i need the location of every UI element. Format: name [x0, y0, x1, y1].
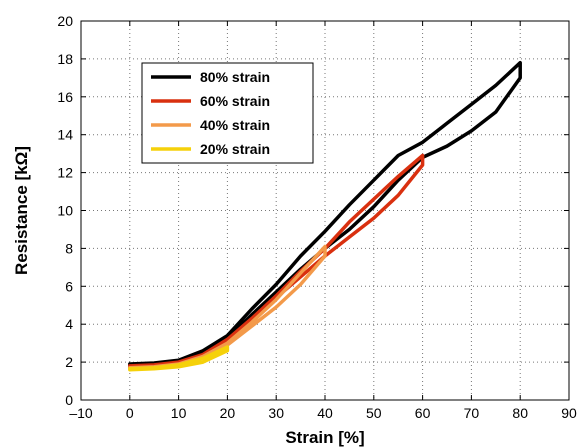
y-tick-label: 12	[57, 165, 73, 181]
legend-label-3: 20% strain	[200, 141, 270, 157]
x-tick-label: 30	[268, 405, 284, 421]
y-tick-label: 8	[65, 240, 73, 256]
y-tick-label: 0	[65, 392, 73, 408]
tick-marks	[80, 20, 570, 401]
y-tick-label: 2	[65, 354, 73, 370]
legend-label-1: 60% strain	[200, 93, 270, 109]
y-tick-labels: 0 2 4 6 8 10 12 14 16 18 20	[57, 13, 73, 408]
x-tick-label: 90	[561, 405, 577, 421]
x-axis-label: Strain [%]	[285, 428, 364, 447]
x-tick-label: 20	[220, 405, 236, 421]
x-tick-labels: –10 0 10 20 30 40 50 60 70 80 90	[69, 405, 577, 421]
y-tick-label: 10	[57, 203, 73, 219]
series-line-3	[128, 345, 230, 372]
y-axis-label: Resistance [kΩ]	[12, 146, 31, 275]
x-tick-label: 70	[464, 405, 480, 421]
x-tick-label: –10	[69, 405, 93, 421]
y-tick-label: 16	[57, 89, 73, 105]
legend-label-0: 80% strain	[200, 69, 270, 85]
x-tick-label: 50	[366, 405, 382, 421]
legend: 80% strain 60% strain 40% strain 20% strain	[141, 62, 314, 164]
x-tick-label: 0	[126, 405, 134, 421]
y-tick-label: 18	[57, 51, 73, 67]
x-tick-label: 60	[415, 405, 431, 421]
y-tick-label: 6	[65, 278, 73, 294]
x-tick-label: 80	[512, 405, 528, 421]
y-tick-label: 14	[57, 127, 73, 143]
series-line-0	[128, 60, 522, 367]
x-tick-label: 10	[171, 405, 187, 421]
y-tick-label: 4	[65, 316, 73, 332]
legend-label-2: 40% strain	[200, 117, 270, 133]
x-tick-label: 40	[317, 405, 333, 421]
legend-box	[141, 62, 314, 164]
y-tick-label: 20	[57, 13, 73, 29]
series-lines	[128, 60, 522, 372]
